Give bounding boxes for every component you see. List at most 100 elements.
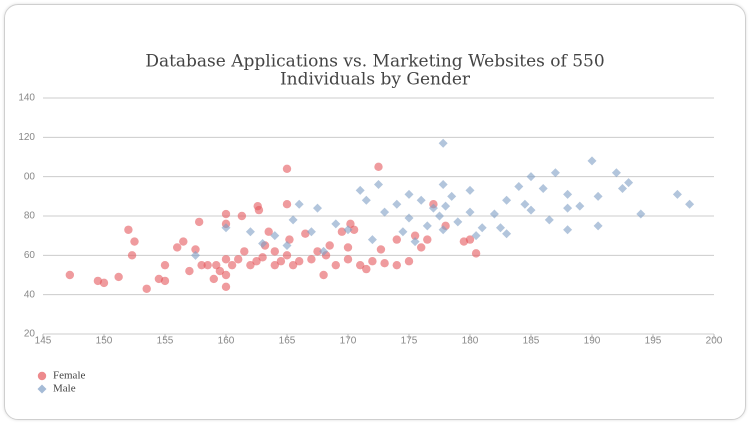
scatter-point — [99, 278, 109, 288]
scatter-point — [221, 223, 231, 233]
scatter-point — [160, 276, 170, 286]
scatter-point — [191, 250, 200, 260]
scatter-point — [593, 191, 603, 201]
scatter-point — [349, 225, 359, 234]
scatter-point — [544, 215, 554, 225]
scatter-point — [185, 266, 194, 276]
scatter-point — [380, 259, 389, 268]
scatter-point — [453, 217, 463, 227]
scatter-point — [246, 260, 255, 270]
scatter-point — [221, 282, 231, 291]
scatter-point — [593, 221, 603, 231]
scatter-point — [331, 219, 341, 229]
scatter-point — [526, 172, 536, 182]
scatter-point — [685, 199, 695, 209]
scatter-point — [313, 203, 322, 213]
x-tick-label: 170 — [340, 336, 357, 347]
scatter-point — [194, 217, 204, 227]
scatter-point — [173, 243, 182, 252]
x-tick-label: 195 — [645, 336, 662, 347]
scatter-point — [477, 223, 487, 233]
scatter-point — [374, 162, 383, 172]
scatter-point — [428, 203, 438, 213]
scatter-point — [404, 189, 414, 199]
scatter-point — [489, 209, 499, 219]
y-tick-label: 80 — [24, 211, 36, 222]
scatter-point — [254, 205, 264, 215]
scatter-point — [422, 221, 432, 231]
scatter-point — [319, 246, 329, 256]
scatter-point — [520, 199, 530, 209]
scatter-point — [471, 249, 481, 258]
scatter-point — [343, 225, 353, 235]
scatter-point — [313, 247, 322, 256]
scatter-point — [234, 255, 243, 264]
scatter-point — [355, 185, 365, 195]
scatter-point — [221, 209, 231, 219]
scatter-point — [438, 180, 448, 190]
scatter-point — [197, 260, 206, 270]
legend-label: Male — [53, 383, 76, 395]
scatter-point — [65, 270, 75, 280]
chart-frame — [4, 4, 746, 420]
x-tick-label: 200 — [706, 336, 723, 347]
scatter-point — [160, 260, 170, 270]
scatter-point — [288, 260, 298, 270]
scatter-point — [514, 182, 524, 191]
scatter-point — [240, 247, 249, 256]
scatter-point — [307, 255, 316, 264]
scatter-point — [258, 253, 267, 262]
scatter-point — [270, 247, 279, 256]
scatter-point — [179, 237, 188, 246]
x-tick-label: 185 — [523, 336, 540, 347]
scatter-point — [252, 257, 261, 266]
scatter-point — [624, 178, 634, 188]
scatter-point — [538, 183, 548, 193]
scatter-point — [362, 264, 371, 274]
scatter-point — [672, 189, 682, 199]
scatter-point — [221, 270, 231, 280]
scatter-point — [282, 251, 292, 260]
scatter-point — [319, 270, 328, 280]
scatter-point — [374, 180, 383, 190]
y-tick-label: 120 — [18, 132, 35, 143]
scatter-point — [376, 245, 386, 254]
scatter-point — [227, 260, 237, 270]
scatter-point — [306, 227, 316, 237]
scatter-point — [465, 235, 475, 244]
x-tick-label: 190 — [584, 336, 601, 347]
x-tick-label: 160 — [218, 336, 235, 347]
scatter-point — [447, 191, 457, 201]
y-tick-label: 40 — [24, 289, 36, 300]
scatter-point — [392, 235, 401, 244]
x-tick-label: 175 — [401, 336, 418, 347]
scatter-point — [331, 260, 340, 270]
scatter-point — [423, 235, 432, 244]
scatter-point — [130, 237, 139, 246]
scatter-point — [410, 231, 420, 240]
scatter-point — [502, 229, 512, 239]
scatter-point — [124, 225, 133, 234]
scatter-point — [496, 223, 505, 233]
scatter-point — [245, 227, 255, 237]
scatter-point — [288, 215, 298, 225]
scatter-point — [282, 164, 292, 173]
scatter-point — [398, 227, 408, 237]
scatter-point — [563, 225, 573, 235]
scatter-point — [325, 241, 334, 250]
scatter-point — [270, 231, 280, 241]
scatter-point — [417, 243, 426, 252]
scatter-point — [258, 239, 268, 249]
scatter-point — [191, 245, 200, 254]
y-tick-label: 00 — [24, 171, 36, 182]
legend-marker — [37, 384, 47, 394]
x-tick-label: 155 — [157, 336, 174, 347]
scatter-point — [435, 211, 444, 221]
scatter-point — [114, 272, 123, 282]
scatter-point — [368, 257, 377, 266]
scatter-point — [343, 243, 353, 252]
scatter-point — [221, 255, 231, 264]
scatter-point — [404, 213, 414, 223]
scatter-point — [438, 138, 448, 148]
